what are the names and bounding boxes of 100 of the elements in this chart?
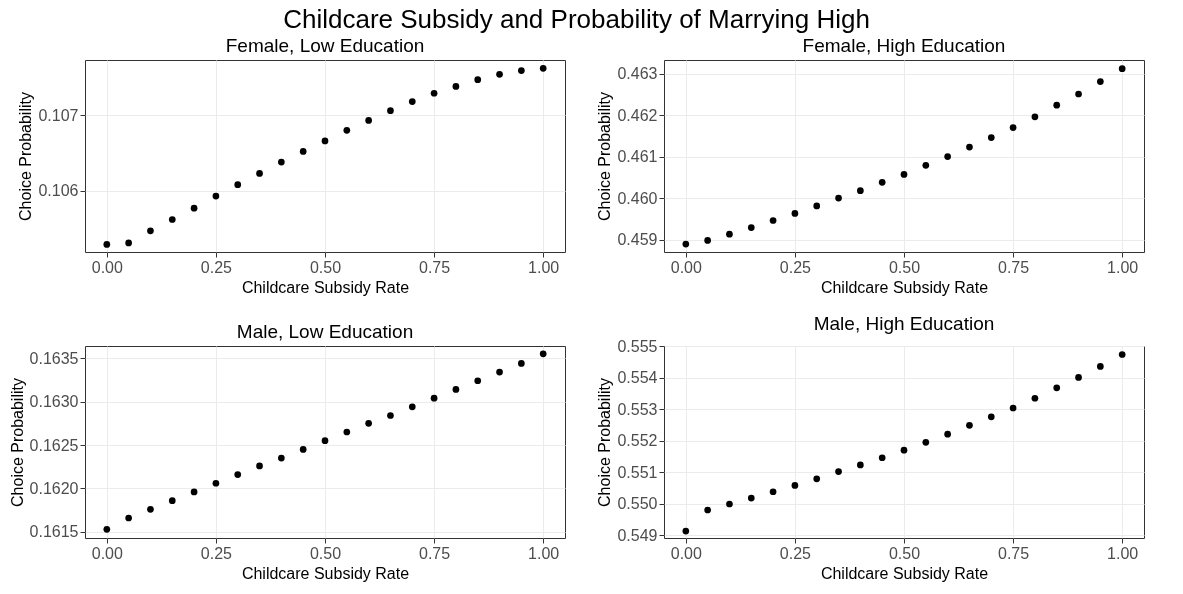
point <box>878 454 886 462</box>
point <box>813 475 821 483</box>
point <box>704 237 711 244</box>
point <box>1009 404 1017 412</box>
x-tick-label: 0.50 <box>888 544 921 562</box>
point <box>168 497 176 504</box>
y-axis-title: Choice Probability <box>596 378 614 507</box>
point <box>747 494 755 502</box>
point <box>387 412 394 419</box>
point <box>539 350 547 358</box>
point <box>147 227 154 235</box>
point <box>1118 351 1126 358</box>
x-tick-label: 0.00 <box>670 258 702 276</box>
point <box>474 377 482 385</box>
point <box>299 148 307 155</box>
point <box>256 462 263 470</box>
point <box>1097 363 1104 370</box>
y-tick-label: 0.551 <box>617 463 658 481</box>
chart-subtitle: Female, Low Education <box>225 35 425 56</box>
point <box>103 525 111 533</box>
y-tick-label: 0.550 <box>617 495 658 513</box>
y-tick-label: 0.1630 <box>29 393 79 411</box>
y-tick-label: 0.1615 <box>29 523 79 541</box>
y-tick-label: 0.549 <box>617 526 658 544</box>
y-tick-label: 0.1625 <box>29 436 79 454</box>
x-tick-label: 0.00 <box>670 544 702 562</box>
y-tick-label: 0.554 <box>617 369 658 387</box>
x-tick-label: 1.00 <box>1107 258 1139 276</box>
y-tick-label: 0.106 <box>38 182 79 200</box>
point <box>1118 65 1126 73</box>
point <box>1009 124 1017 131</box>
point <box>726 500 733 508</box>
point <box>125 239 132 247</box>
point <box>791 482 799 489</box>
chart-title: Childcare Subsidy and Probability of Marrying High <box>283 3 870 34</box>
point <box>387 107 394 114</box>
point <box>452 83 460 90</box>
point <box>769 217 777 224</box>
point <box>234 181 242 189</box>
y-tick-label: 0.461 <box>617 148 658 166</box>
point <box>769 488 777 496</box>
point <box>212 479 220 487</box>
point <box>212 192 220 200</box>
y-tick-label: 0.459 <box>617 231 658 249</box>
point <box>1075 374 1082 381</box>
x-tick-label: 0.25 <box>779 258 812 276</box>
y-tick-label: 0.553 <box>617 400 658 418</box>
x-tick-label: 0.00 <box>91 544 123 562</box>
x-tick-label: 1.00 <box>528 258 560 276</box>
point <box>835 468 842 475</box>
y-tick-label: 0.463 <box>617 65 658 83</box>
x-tick-label: 1.00 <box>528 544 560 562</box>
point <box>518 360 525 367</box>
point <box>343 126 351 134</box>
x-tick-label: 0.50 <box>309 258 342 276</box>
point <box>1097 78 1104 85</box>
x-tick-label: 0.50 <box>309 544 342 562</box>
point <box>278 158 285 166</box>
point <box>747 224 755 231</box>
point <box>922 438 930 446</box>
point <box>878 178 886 186</box>
point <box>147 505 154 513</box>
point <box>944 153 951 160</box>
x-tick-label: 0.25 <box>200 544 233 562</box>
point <box>857 187 864 194</box>
y-tick-label: 0.460 <box>617 189 658 207</box>
point <box>791 210 799 217</box>
y-tick-label: 0.1635 <box>29 349 79 367</box>
y-tick-label: 0.552 <box>617 432 658 450</box>
y-tick-label: 0.107 <box>38 106 79 124</box>
y-tick-label: 0.462 <box>617 106 658 124</box>
y-axis-title: Choice Probability <box>17 92 35 221</box>
point <box>190 204 198 212</box>
point <box>408 98 416 105</box>
point <box>987 413 995 421</box>
point <box>321 437 329 445</box>
point <box>256 170 263 177</box>
point <box>430 89 438 97</box>
point <box>682 240 690 248</box>
point <box>452 386 460 393</box>
x-axis-title: Childcare Subsidy Rate <box>241 278 410 296</box>
x-tick-label: 0.75 <box>419 258 451 276</box>
point <box>190 488 198 496</box>
point <box>1053 384 1061 392</box>
x-tick-label: 0.00 <box>91 258 123 276</box>
y-axis-title: Choice Probability <box>8 378 26 507</box>
point <box>900 171 908 178</box>
point <box>1031 394 1039 402</box>
point <box>408 403 416 411</box>
y-axis-title: Choice Probability <box>596 92 614 221</box>
point <box>966 421 973 429</box>
point <box>234 471 242 478</box>
point <box>321 137 329 145</box>
point <box>496 71 503 78</box>
point <box>168 216 176 223</box>
point <box>474 76 482 83</box>
point <box>900 446 908 454</box>
x-tick-label: 0.75 <box>998 258 1030 276</box>
point <box>430 394 438 402</box>
point <box>944 430 951 438</box>
